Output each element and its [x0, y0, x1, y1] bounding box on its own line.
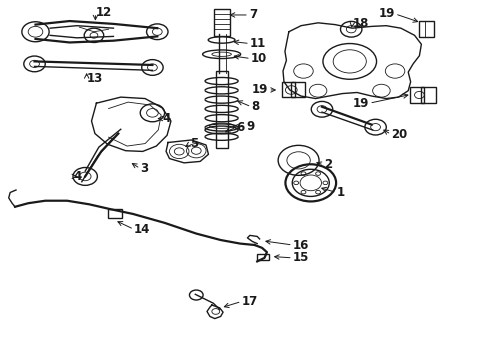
Text: 8: 8	[251, 100, 260, 113]
Text: 15: 15	[293, 251, 309, 264]
Text: 11: 11	[250, 37, 266, 50]
Text: 2: 2	[324, 158, 332, 171]
Text: 1: 1	[337, 186, 345, 199]
Bar	[410, 87, 424, 103]
Text: 7: 7	[249, 9, 257, 22]
Bar	[419, 21, 434, 37]
Text: 3: 3	[140, 162, 148, 175]
Text: 18: 18	[352, 17, 368, 30]
Text: 4: 4	[162, 112, 171, 125]
Bar	[257, 253, 270, 260]
Text: 13: 13	[87, 72, 103, 85]
Text: 14: 14	[134, 223, 150, 236]
Text: 19: 19	[379, 8, 395, 21]
Text: 19: 19	[252, 84, 269, 96]
Text: 5: 5	[191, 137, 198, 150]
Bar	[214, 9, 230, 36]
Bar	[421, 87, 436, 103]
Text: 19: 19	[353, 97, 369, 110]
Text: 4: 4	[74, 170, 82, 183]
Bar	[216, 71, 228, 148]
Text: 16: 16	[293, 239, 309, 252]
Text: 10: 10	[251, 52, 267, 65]
Text: 17: 17	[242, 295, 258, 308]
Text: 20: 20	[391, 128, 407, 141]
Text: 6: 6	[236, 121, 245, 134]
Bar	[291, 82, 305, 98]
Text: 12: 12	[96, 6, 112, 19]
Bar	[282, 82, 295, 98]
Bar	[108, 209, 122, 218]
Bar	[419, 21, 425, 37]
Text: 9: 9	[246, 120, 254, 133]
